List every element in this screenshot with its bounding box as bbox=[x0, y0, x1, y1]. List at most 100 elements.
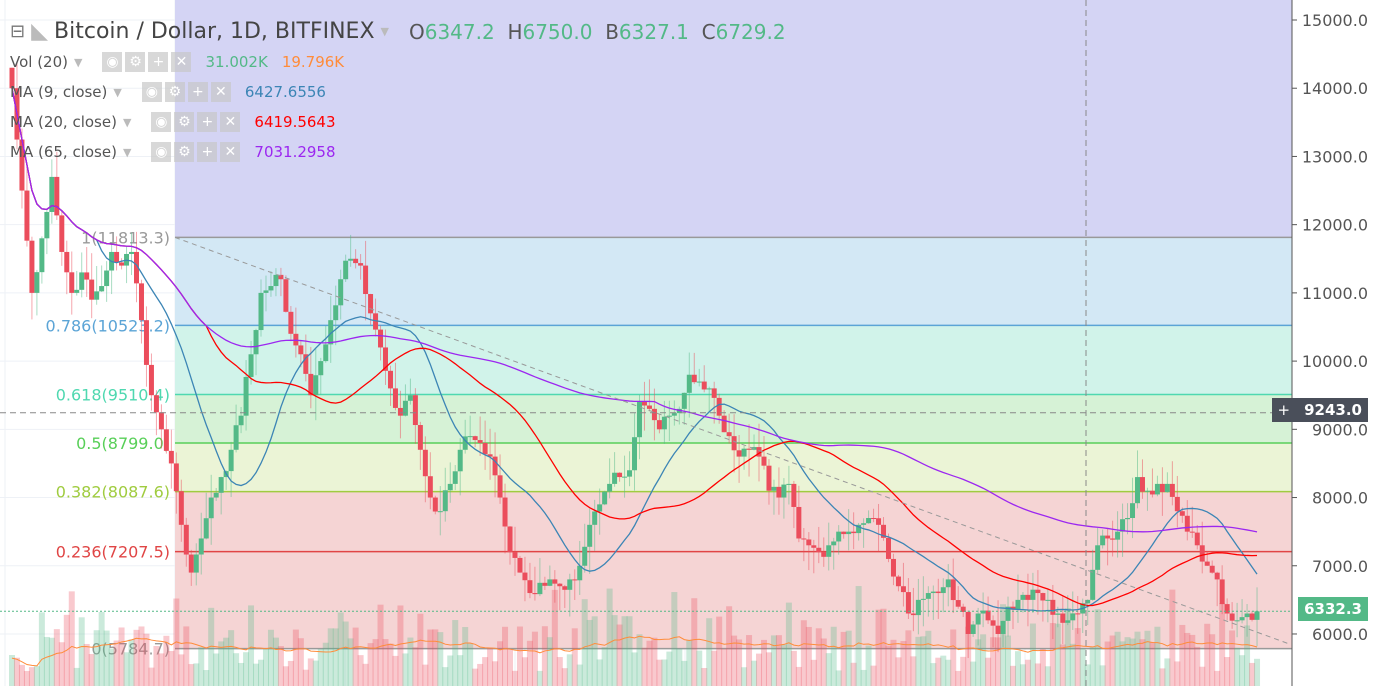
close-icon[interactable]: ✕ bbox=[220, 142, 241, 162]
candle-body bbox=[632, 437, 638, 471]
candle-body bbox=[935, 591, 941, 594]
eye-icon[interactable]: ◉ bbox=[151, 112, 172, 132]
volume-bar bbox=[287, 660, 294, 686]
plus-icon[interactable]: + bbox=[148, 52, 169, 72]
candle-body bbox=[39, 238, 45, 273]
crosshair-plus-icon[interactable]: + bbox=[1277, 401, 1291, 419]
indicator-value: 6419.5643 bbox=[254, 113, 336, 131]
volume-bar bbox=[397, 605, 404, 686]
volume-bar bbox=[905, 630, 912, 686]
indicator-value: 6427.6556 bbox=[244, 83, 326, 101]
chevron-down-icon[interactable]: ▼ bbox=[113, 85, 122, 99]
price-tick-label: 6000.0 bbox=[1312, 625, 1368, 644]
volume-bar bbox=[915, 636, 922, 686]
close-icon[interactable]: ✕ bbox=[210, 82, 231, 102]
volume-bar bbox=[128, 639, 135, 686]
collapse-icon[interactable]: ⊟ bbox=[10, 21, 26, 42]
candle-body bbox=[9, 67, 15, 89]
flag-icon[interactable]: ◣ bbox=[31, 19, 49, 44]
symbol-title[interactable]: Bitcoin / Dollar, 1D, BITFINEX bbox=[54, 19, 375, 44]
chevron-down-icon[interactable]: ▼ bbox=[122, 115, 132, 129]
candle-body bbox=[208, 497, 214, 519]
volume-bar bbox=[48, 637, 55, 686]
volume-bar bbox=[980, 634, 987, 686]
candle-body bbox=[1030, 589, 1036, 600]
close-icon[interactable]: ✕ bbox=[171, 52, 192, 72]
candle-body bbox=[641, 402, 647, 406]
candle-body bbox=[1149, 490, 1155, 495]
volume-bar bbox=[636, 634, 643, 686]
eye-icon[interactable]: ◉ bbox=[141, 82, 162, 102]
candle-body bbox=[841, 531, 847, 535]
volume-bar bbox=[830, 626, 837, 686]
indicator-label[interactable]: MA (20, close) bbox=[10, 113, 117, 131]
volume-bar bbox=[621, 616, 628, 686]
volume-bar bbox=[860, 669, 867, 686]
volume-bar bbox=[402, 653, 409, 686]
volume-bar bbox=[228, 630, 235, 686]
eye-icon[interactable]: ◉ bbox=[102, 52, 123, 72]
volume-bar bbox=[785, 602, 792, 686]
chevron-down-icon[interactable]: ▼ bbox=[74, 55, 83, 69]
indicator-label[interactable]: MA (65, close) bbox=[10, 143, 117, 161]
volume-bar bbox=[138, 626, 145, 686]
candle-body bbox=[1075, 613, 1081, 615]
volume-bar bbox=[1199, 666, 1206, 686]
gear-icon[interactable]: ⚙ bbox=[174, 142, 195, 162]
plus-icon[interactable]: + bbox=[197, 142, 218, 162]
plus-icon[interactable]: + bbox=[187, 82, 208, 102]
candle-body bbox=[1025, 594, 1031, 600]
volume-bar bbox=[233, 653, 240, 686]
candle-body bbox=[119, 262, 125, 266]
gear-icon[interactable]: ⚙ bbox=[174, 112, 195, 132]
candle-body bbox=[522, 572, 528, 581]
volume-bar bbox=[566, 654, 573, 686]
candle-body bbox=[24, 190, 30, 241]
volume-bar bbox=[238, 662, 245, 686]
candle-body bbox=[960, 606, 966, 612]
gear-icon[interactable]: ⚙ bbox=[125, 52, 146, 72]
candle-body bbox=[1229, 613, 1235, 621]
indicator-label[interactable]: MA (9, close) bbox=[10, 83, 108, 101]
candle-body bbox=[871, 518, 877, 520]
candle-body bbox=[497, 475, 503, 498]
gear-icon[interactable]: ⚙ bbox=[164, 82, 185, 102]
candle-body bbox=[447, 483, 453, 491]
volume-bar bbox=[691, 598, 698, 686]
volume-bar bbox=[372, 639, 379, 686]
candle-body bbox=[876, 518, 882, 525]
volume-bar bbox=[1024, 659, 1031, 686]
chevron-down-icon[interactable]: ▼ bbox=[122, 145, 132, 159]
candle-body bbox=[1239, 617, 1245, 621]
candle-body bbox=[651, 408, 657, 421]
candle-body bbox=[383, 347, 389, 371]
close-icon[interactable]: ✕ bbox=[220, 112, 241, 132]
candle-body bbox=[392, 388, 398, 408]
volume-bar bbox=[98, 612, 105, 686]
candle-body bbox=[567, 579, 573, 590]
candle-body bbox=[582, 546, 588, 566]
eye-icon[interactable]: ◉ bbox=[151, 142, 172, 162]
candle-body bbox=[422, 449, 428, 477]
indicator-label[interactable]: Vol (20) bbox=[10, 53, 69, 71]
volume-bar bbox=[681, 660, 688, 686]
candle-body bbox=[1209, 565, 1215, 573]
volume-bar bbox=[1244, 625, 1251, 686]
volume-bar bbox=[1224, 657, 1231, 686]
volume-bar bbox=[497, 641, 504, 686]
volume-bar bbox=[23, 670, 30, 686]
candle-body bbox=[736, 450, 742, 457]
candle-body bbox=[462, 436, 468, 450]
ohlc-values: O6347.2 H6750.0 B6327.1 C6729.2 bbox=[408, 19, 786, 44]
volume-bar bbox=[307, 658, 314, 686]
candle-body bbox=[1130, 503, 1136, 519]
plus-icon[interactable]: + bbox=[197, 112, 218, 132]
volume-bar bbox=[970, 661, 977, 686]
candle-body bbox=[811, 545, 817, 548]
chevron-down-icon[interactable]: ▼ bbox=[380, 25, 389, 38]
candle-body bbox=[572, 579, 578, 581]
volume-bar bbox=[447, 655, 454, 686]
fib-level-label: 0.236(7207.5) bbox=[56, 543, 170, 562]
candle-body bbox=[885, 537, 891, 559]
